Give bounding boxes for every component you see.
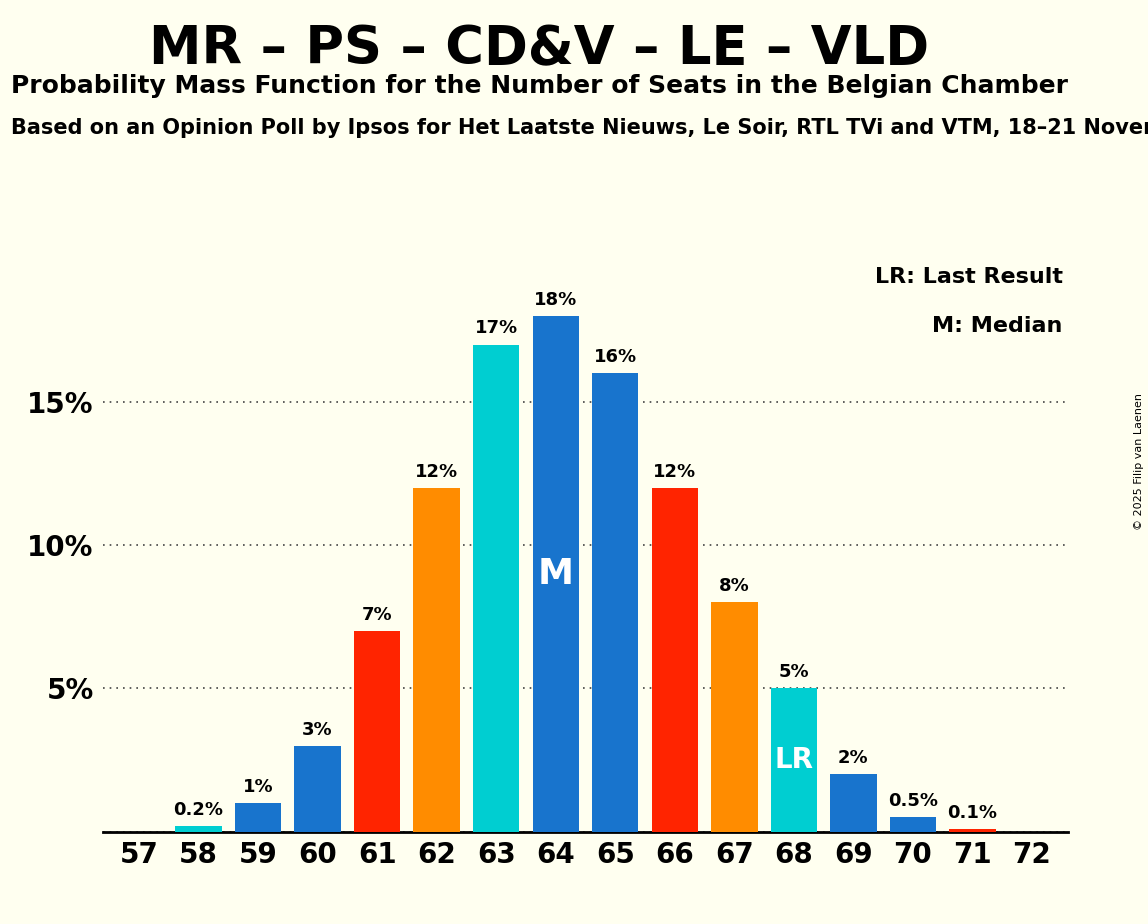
Text: 8%: 8% [719, 578, 750, 595]
Bar [949, 829, 995, 832]
Text: M: M [537, 557, 574, 590]
Bar [413, 488, 460, 832]
Bar [592, 373, 638, 832]
Text: 7%: 7% [362, 606, 393, 624]
Text: Based on an Opinion Poll by Ipsos for Het Laatste Nieuws, Le Soir, RTL TVi and V: Based on an Opinion Poll by Ipsos for He… [11, 118, 1148, 139]
Bar [770, 688, 817, 832]
Bar [711, 602, 758, 832]
Text: 0.5%: 0.5% [887, 792, 938, 810]
Text: 3%: 3% [302, 721, 333, 738]
Text: 2%: 2% [838, 749, 869, 767]
Text: 18%: 18% [534, 291, 577, 309]
Bar [235, 803, 281, 832]
Text: Probability Mass Function for the Number of Seats in the Belgian Chamber: Probability Mass Function for the Number… [11, 74, 1068, 98]
Text: MR – PS – CD&V – LE – VLD: MR – PS – CD&V – LE – VLD [149, 23, 930, 75]
Text: 0.1%: 0.1% [947, 804, 998, 821]
Text: LR: Last Result: LR: Last Result [875, 267, 1063, 287]
Bar [294, 746, 341, 832]
Bar [652, 488, 698, 832]
Text: 16%: 16% [594, 348, 637, 366]
Text: 17%: 17% [474, 320, 518, 337]
Text: 0.2%: 0.2% [173, 801, 224, 819]
Text: © 2025 Filip van Laenen: © 2025 Filip van Laenen [1134, 394, 1143, 530]
Bar [830, 774, 877, 832]
Bar [354, 631, 401, 832]
Text: LR: LR [774, 746, 813, 774]
Bar [533, 316, 579, 832]
Text: M: Median: M: Median [932, 316, 1063, 336]
Text: 12%: 12% [653, 463, 697, 480]
Bar [176, 826, 222, 832]
Bar [473, 345, 519, 832]
Text: 12%: 12% [416, 463, 458, 480]
Bar [890, 817, 936, 832]
Text: 1%: 1% [242, 778, 273, 796]
Text: 5%: 5% [778, 663, 809, 681]
